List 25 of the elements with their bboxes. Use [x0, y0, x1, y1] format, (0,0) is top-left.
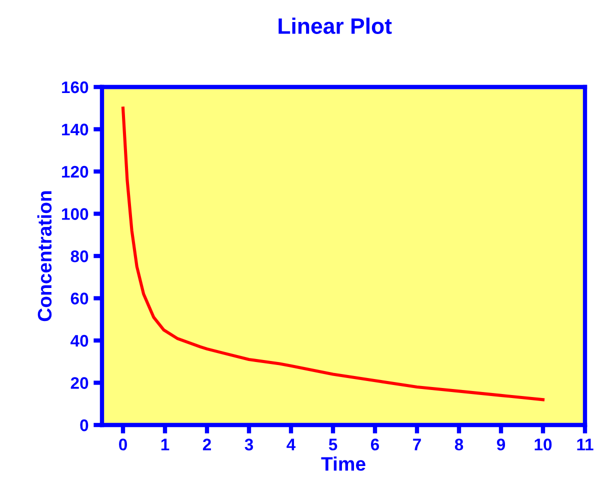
y-tick-label: 40 [70, 334, 88, 347]
x-tick-label: 8 [454, 438, 464, 450]
x-tick-label: 1 [161, 438, 170, 450]
x-tick-label: 2 [202, 438, 211, 450]
x-tick-label: 5 [328, 438, 338, 450]
line-series [121, 106, 545, 402]
y-tick-label: 20 [70, 377, 88, 389]
y-tick-label: 0 [80, 419, 88, 432]
x-tick-label: 6 [370, 438, 380, 450]
y-tick-label: 160 [62, 81, 88, 94]
y-tick-label: 120 [62, 166, 88, 178]
y-tick-label: 80 [70, 250, 88, 262]
y-tick-label: 100 [62, 208, 88, 220]
x-tick-label: 9 [496, 438, 506, 450]
x-tick-label: 0 [119, 438, 127, 450]
y-tick-label: 60 [70, 292, 88, 304]
x-tick-label: 7 [413, 438, 421, 450]
x-tick-label: 10 [534, 438, 552, 450]
y-axis-title: Concentration [37, 191, 52, 322]
x-tick-label: 3 [244, 438, 254, 450]
y-tick-label: 140 [62, 124, 88, 136]
x-tick-label: 11 [577, 438, 594, 450]
chart-title: Linear Plot [278, 18, 392, 34]
x-tick-label: 4 [286, 438, 296, 450]
x-axis-title: Time [321, 456, 366, 471]
